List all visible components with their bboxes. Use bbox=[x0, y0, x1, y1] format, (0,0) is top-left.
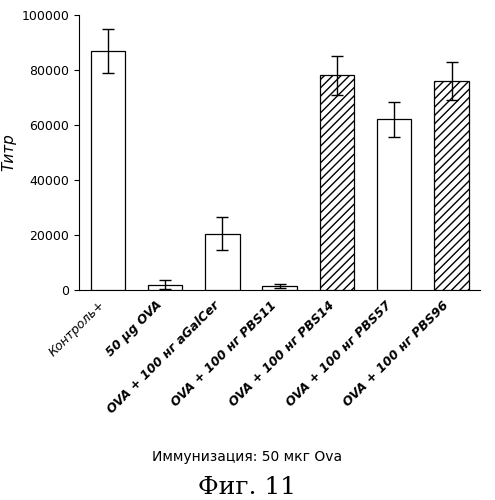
Text: OVA + 100 нг PBS14: OVA + 100 нг PBS14 bbox=[227, 298, 337, 408]
Bar bbox=[320, 76, 354, 290]
Text: OVA + 100 нг aGalCer: OVA + 100 нг aGalCer bbox=[105, 298, 222, 416]
Bar bbox=[434, 81, 469, 290]
Bar bbox=[91, 51, 125, 290]
Bar bbox=[262, 286, 297, 290]
Bar bbox=[377, 120, 411, 290]
Text: Иммунизация: 50 мкг Ova: Иммунизация: 50 мкг Ova bbox=[152, 450, 343, 464]
Text: OVA + 100 нг PBS11: OVA + 100 нг PBS11 bbox=[169, 298, 280, 408]
Bar bbox=[148, 284, 182, 290]
Text: 50 μg OVA: 50 μg OVA bbox=[104, 298, 165, 359]
Text: OVA + 100 нг PBS96: OVA + 100 нг PBS96 bbox=[341, 298, 451, 408]
Bar bbox=[205, 234, 240, 290]
Text: Контроль+: Контроль+ bbox=[47, 298, 108, 360]
Text: OVA + 100 нг PBS57: OVA + 100 нг PBS57 bbox=[284, 298, 394, 408]
Text: Фиг. 11: Фиг. 11 bbox=[198, 476, 297, 499]
Y-axis label: Титр: Титр bbox=[1, 134, 16, 172]
